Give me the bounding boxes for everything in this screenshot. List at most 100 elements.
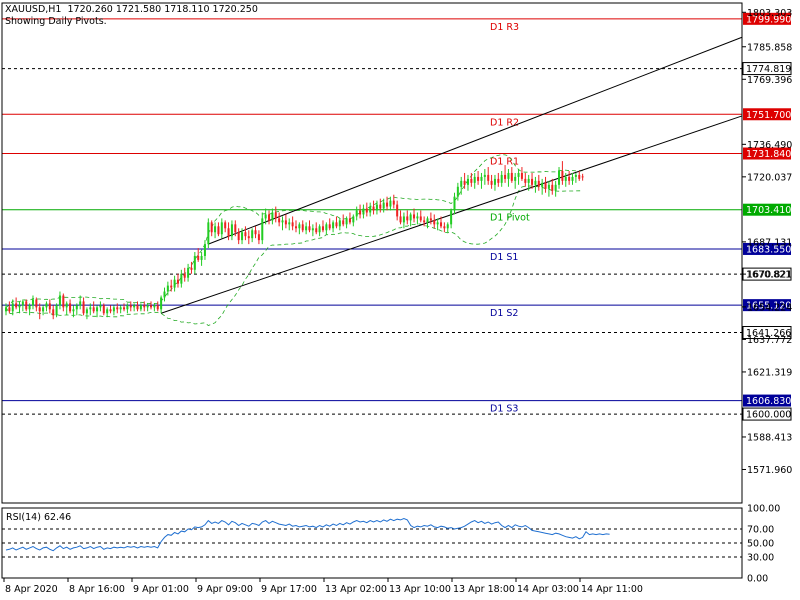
pivot-levels-layer: D1 R3 1799.990 D1 R2 1751.700 D1 R1 1731.840 D…: [2, 12, 792, 421]
candle-body: [379, 204, 382, 209]
candle-body: [237, 232, 240, 241]
candle-body: [443, 226, 446, 229]
candle-body: [483, 174, 486, 177]
candle-body: [224, 222, 227, 229]
candle-body: [244, 232, 247, 237]
candle-body: [342, 220, 345, 225]
candle-body: [419, 216, 422, 221]
candle-body: [271, 212, 274, 221]
candle-body: [251, 230, 254, 239]
pivot-label: D1 S1: [490, 252, 518, 263]
pivot-price-value: 1751.700: [746, 110, 791, 121]
y-tick-label: 1785.858: [747, 42, 792, 53]
candle-body: [210, 222, 213, 233]
candle-body: [146, 305, 149, 308]
y-tick-label: 1803.303: [747, 8, 792, 19]
candle-body: [446, 224, 449, 229]
candle-body: [318, 226, 321, 233]
candle-body: [534, 180, 537, 185]
y-tick-label: 1670.821: [747, 270, 792, 281]
candle-body: [406, 216, 409, 221]
candle-body: [99, 305, 102, 308]
pivot-price-tag: [743, 203, 791, 216]
candle-body: [402, 216, 405, 223]
candle-body: [207, 222, 210, 245]
candle-body: [473, 176, 476, 183]
candle-body: [257, 234, 260, 241]
rsi-tick-label: 50.00: [747, 539, 774, 550]
candle-body: [126, 305, 129, 310]
candle-body: [537, 180, 540, 187]
candle-body: [227, 228, 230, 237]
pivot-label: D1 Pivot: [490, 213, 530, 224]
candle-body: [487, 174, 490, 181]
candle-body: [11, 303, 14, 312]
candle-body: [294, 226, 298, 229]
candle-body: [416, 216, 419, 219]
candle-body: [69, 303, 72, 312]
band-upper-line: [5, 154, 583, 308]
price-frame: [1, 2, 743, 504]
pivot-price-value: 1655.120: [746, 301, 791, 312]
pivot-price-tag: [743, 394, 791, 407]
x-tick-label: 14 Apr 03:00: [517, 584, 579, 595]
candle-body: [429, 218, 432, 221]
candle-body: [352, 216, 355, 223]
channel-upper-line: [208, 36, 743, 245]
dashed-level-value: 1670.821: [746, 270, 791, 281]
candle-body: [504, 174, 507, 179]
candle-body: [123, 307, 126, 310]
candle-body: [315, 228, 318, 233]
rsi-title: RSI(14) 62.46: [6, 512, 71, 523]
candle-body: [568, 176, 571, 181]
candle-body: [129, 305, 132, 308]
candle-body: [375, 204, 378, 211]
candle-body: [460, 180, 463, 187]
rsi-tick-label: 0.00: [747, 574, 768, 585]
candle-body: [52, 309, 55, 316]
candle-body: [514, 176, 517, 181]
candle-body: [554, 184, 557, 191]
candle-body: [423, 220, 426, 223]
candle-body: [571, 176, 574, 181]
y-tick-label: 1621.319: [747, 367, 792, 378]
pivot-price-value: 1683.550: [746, 244, 791, 255]
candle-body: [112, 307, 115, 312]
candle-body: [311, 228, 314, 231]
candle-body: [72, 309, 75, 312]
candle-body: [180, 273, 183, 284]
candles-layer: [4, 161, 584, 320]
candle-body: [89, 307, 92, 310]
candle-body: [561, 170, 564, 181]
candle-body: [268, 214, 271, 221]
pivot-price-value: 1731.840: [746, 149, 791, 160]
candle-body: [551, 184, 554, 191]
candle-body: [396, 204, 399, 217]
candle-body: [389, 200, 392, 207]
candle-body: [21, 301, 24, 306]
candle-body: [527, 178, 530, 183]
pivot-label: D1 R2: [490, 117, 519, 128]
pivot-price-tag: [743, 12, 791, 25]
candle-body: [109, 309, 112, 312]
candle-body: [48, 303, 51, 310]
candle-body: [490, 180, 493, 185]
candle-body: [42, 307, 45, 312]
axis-layer: 1803.303 1785.858 1769.396 1736.490 1720.037…: [1, 2, 792, 595]
candle-body: [497, 178, 500, 183]
candle-body: [291, 222, 294, 227]
candle-body: [466, 178, 469, 185]
candle-body: [456, 186, 459, 197]
pivot-label: D1 R1: [490, 157, 519, 168]
candle-body: [581, 176, 584, 178]
candle-body: [139, 305, 142, 310]
dashed-level-tag: [742, 407, 792, 421]
candle-body: [335, 222, 338, 227]
pivot-label: D1 R3: [490, 22, 519, 33]
candle-body: [58, 295, 61, 306]
candle-body: [450, 210, 453, 225]
candle-body: [372, 206, 375, 211]
candle-body: [62, 295, 65, 308]
candle-body: [332, 222, 335, 229]
candle-body: [500, 174, 503, 183]
